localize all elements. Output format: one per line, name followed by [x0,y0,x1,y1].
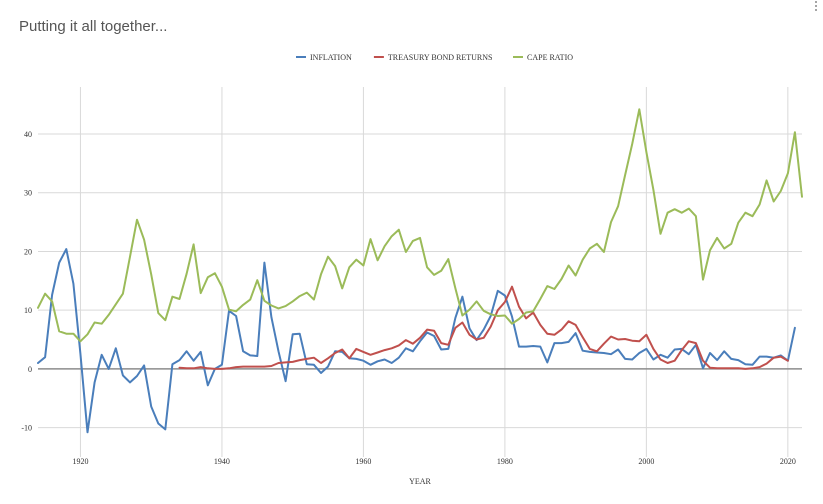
x-tick-label: 1960 [355,457,371,466]
x-axis-title: YEAR [409,477,431,486]
x-tick-label: 2020 [780,457,796,466]
x-tick-label: 2000 [638,457,654,466]
legend: INFLATION TREASURY BOND RETURNS CAPE RATIO [296,53,573,62]
series-lines [37,108,803,434]
x-axis-ticks: 1920 1940 1960 1980 2000 2020 [72,457,795,466]
y-tick-label: 40 [24,130,32,139]
legend-label-cape-ratio: CAPE RATIO [527,53,573,62]
legend-label-treasury-bond-returns: TREASURY BOND RETURNS [388,53,493,62]
y-tick-label: 20 [24,247,32,256]
card-title: Putting it all together... [19,18,168,35]
more-vert-icon[interactable] [812,0,820,14]
x-tick-label: 1980 [497,457,513,466]
y-tick-label: -10 [21,424,32,433]
y-tick-label: 30 [24,189,32,198]
x-tick-label: 1940 [214,457,230,466]
y-tick-label: 10 [24,306,32,315]
x-tick-label: 1920 [72,457,88,466]
y-axis-ticks: -10 0 10 20 30 40 [21,130,32,433]
y-tick-label: 0 [28,365,32,374]
grid [38,87,802,457]
series-line-treasury-bond-returns [178,285,789,370]
legend-label-inflation: INFLATION [310,53,352,62]
series-line-inflation [37,248,796,434]
series-line-cape-ratio [37,108,803,343]
